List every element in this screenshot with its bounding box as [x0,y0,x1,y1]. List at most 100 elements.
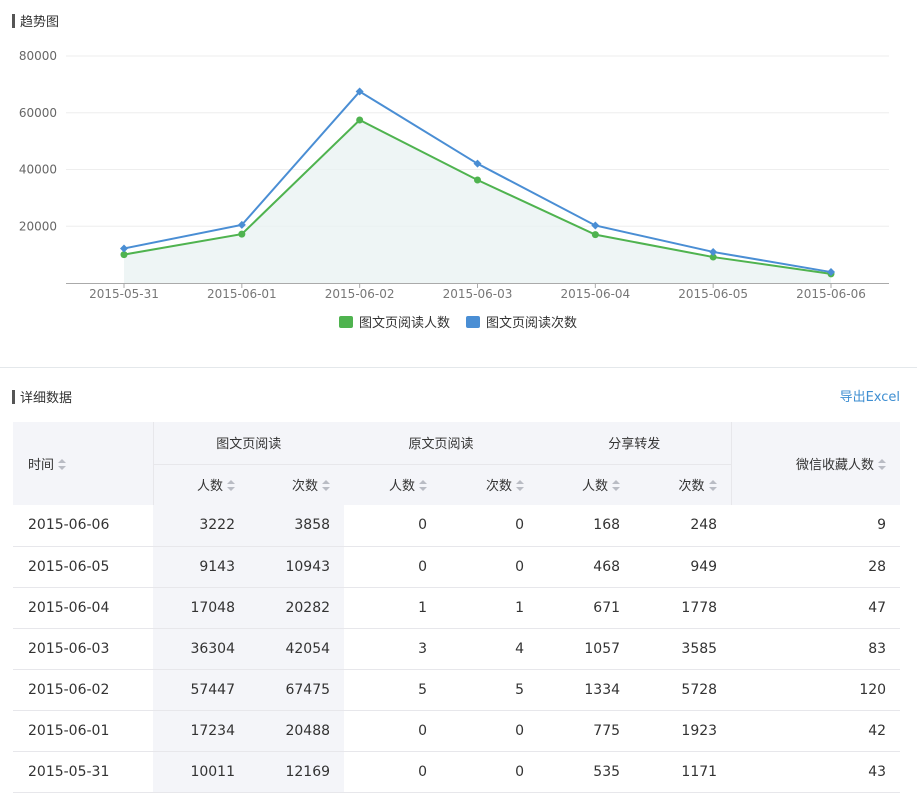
data-point [709,253,717,261]
col-header-favorites[interactable]: 微信收藏人数 [730,422,901,505]
data-point [120,244,128,253]
cell-original-people: 1 [344,587,442,629]
data-point [591,221,600,230]
data-point [238,230,246,238]
table-row: 2015-06-06 3222 3858 0 0 168 248 9 [13,505,901,547]
cell-favorites: 9 [731,505,901,547]
cell-original-times: 1 [441,587,539,629]
sort-icon[interactable] [516,480,525,492]
col-header-label: 次数 [678,479,705,495]
y-tick-label: 60000 [19,106,57,120]
cell-favorites: 83 [731,628,901,670]
cell-article-people: 57447 [153,669,249,711]
cell-original-times: 0 [441,505,539,547]
trend-title-text: 趋势图 [20,15,60,30]
cell-share-people: 468 [538,546,635,588]
cell-original-people: 3 [344,628,442,670]
sort-icon[interactable] [322,480,331,492]
cell-original-people: 0 [344,505,442,547]
col-header-article-times[interactable]: 次数 [249,464,345,505]
y-tick-label: 20000 [19,219,57,233]
cell-share-times: 1923 [634,710,732,752]
detail-data-table: 时间 图文页阅读 原文页阅读 分享转发 微信收藏人数 人数 次数 人数 次数 人… [13,422,901,793]
cell-article-people: 36304 [153,628,249,670]
cell-original-people: 5 [344,669,442,711]
sort-icon[interactable] [708,480,717,492]
cell-share-times: 3585 [634,628,732,670]
cell-favorites: 43 [731,751,901,793]
cell-article-times: 10943 [249,546,345,588]
cell-share-people: 535 [538,751,635,793]
cell-share-people: 1057 [538,628,635,670]
cell-article-times: 20282 [249,587,345,629]
detail-section-title: 详细数据 [12,387,72,406]
cell-share-people: 1334 [538,669,635,711]
col-header-share-people[interactable]: 人数 [538,464,635,505]
col-header-label: 次数 [486,479,513,495]
sort-icon[interactable] [58,459,67,470]
cell-article-times: 20488 [249,710,345,752]
col-group-article-read: 图文页阅读 [153,422,345,465]
cell-date: 2015-06-03 [13,628,153,670]
cell-original-times: 4 [441,628,539,670]
sort-icon[interactable] [878,459,887,470]
cell-share-times: 949 [634,546,732,588]
cell-favorites: 120 [731,669,901,711]
cell-share-people: 168 [538,505,635,547]
col-header-share-times[interactable]: 次数 [634,464,732,505]
x-tick-label: 2015-06-03 [443,287,513,301]
data-point [120,251,128,259]
col-header-label: 人数 [196,479,223,495]
data-point [473,159,482,168]
cell-date: 2015-06-01 [13,710,153,752]
export-excel-link[interactable]: 导出Excel [839,390,900,405]
cell-original-times: 0 [441,710,539,752]
x-tick-label: 2015-06-01 [207,287,277,301]
cell-original-times: 5 [441,669,539,711]
sort-icon[interactable] [612,480,621,492]
col-group-original-read: 原文页阅读 [344,422,539,465]
x-tick-label: 2015-06-05 [678,287,748,301]
cell-favorites: 47 [731,587,901,629]
cell-article-people: 17234 [153,710,249,752]
cell-article-times: 42054 [249,628,345,670]
data-point [474,176,481,184]
col-header-label: 人数 [389,479,416,495]
sort-icon[interactable] [227,480,235,492]
cell-date: 2015-06-06 [13,505,153,547]
col-header-time[interactable]: 时间 [13,422,154,505]
y-tick-label: 80000 [19,49,57,63]
col-header-article-people[interactable]: 人数 [153,464,249,505]
trend-line-chart: 20000 40000 60000 80000 2015-05-31 2015-06-01… [19,49,889,331]
cell-date: 2015-06-05 [13,546,153,588]
legend-swatch [339,316,353,328]
sort-icon[interactable] [419,480,428,492]
cell-article-times: 12169 [249,751,345,793]
title-marker [12,13,15,28]
col-group-share: 分享转发 [538,422,732,465]
cell-date: 2015-06-02 [13,669,153,711]
detail-title-text: 详细数据 [20,391,73,406]
cell-share-times: 1778 [634,587,732,629]
legend-label: 图文页阅读次数 [486,315,577,331]
data-point [355,87,364,96]
col-header-time-label: 时间 [28,458,55,473]
table-row: 2015-06-03 36304 42054 3 4 1057 3585 83 [13,628,901,670]
cell-original-times: 0 [441,751,539,793]
col-header-original-people[interactable]: 人数 [344,464,442,505]
cell-share-people: 671 [538,587,635,629]
x-tick-label: 2015-06-02 [325,287,395,301]
legend-label: 图文页阅读人数 [359,316,450,331]
col-header-original-times[interactable]: 次数 [441,464,539,505]
cell-original-people: 0 [344,710,442,752]
cell-article-people: 9143 [153,546,249,588]
cell-date: 2015-05-31 [13,751,153,793]
table-row: 2015-06-02 57447 67475 5 5 1334 5728 120 [13,669,901,711]
x-tick-label: 2015-06-06 [796,287,866,301]
cell-share-people: 775 [538,710,635,752]
section-divider [0,367,917,368]
data-point [356,116,364,124]
legend-swatch [466,316,480,328]
cell-original-times: 0 [441,546,539,588]
trend-section-title: 趋势图 [12,11,59,30]
